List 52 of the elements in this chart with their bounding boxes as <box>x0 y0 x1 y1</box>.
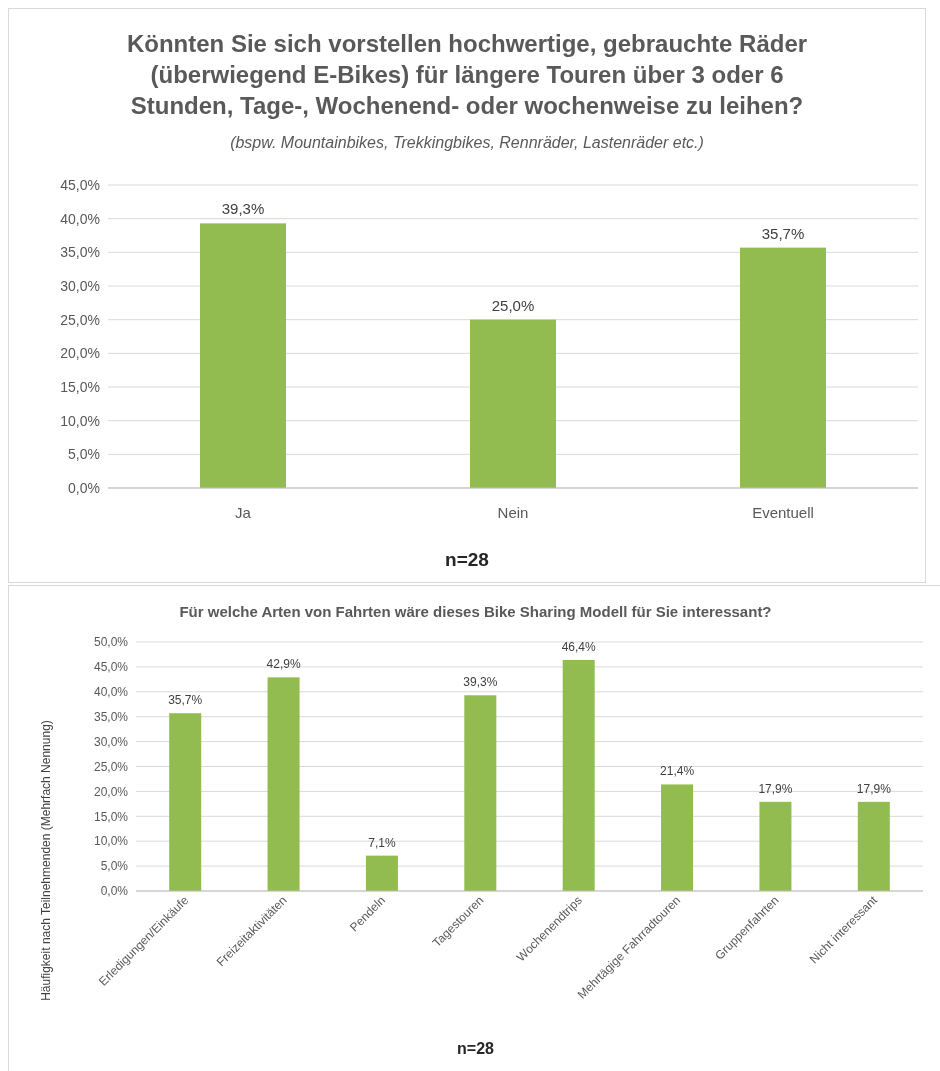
y-tick-label: 50,0% <box>93 635 129 650</box>
y-tick-label: 35,0% <box>93 709 129 724</box>
bar <box>200 223 286 488</box>
y-tick-label: 10,0% <box>93 834 129 849</box>
data-label: 35,7% <box>761 224 805 242</box>
x-tick-label: Nein <box>497 504 529 521</box>
data-label: 17,9% <box>758 781 793 796</box>
y-tick-label: 20,0% <box>93 784 129 799</box>
chart-title: Für welche Arten von Fahrten wäre dieses Bike Sharing Modell für Sie interessant? <box>179 603 772 620</box>
y-tick-label: 40,0% <box>60 210 100 227</box>
y-tick-label: 25,0% <box>93 759 129 774</box>
bar <box>661 784 694 891</box>
y-tick-label: 35,0% <box>60 244 100 261</box>
data-label: 42,9% <box>266 657 301 672</box>
data-label: 7,1% <box>368 835 396 850</box>
bar <box>365 855 398 891</box>
x-tick-label: Eventuell <box>752 504 814 521</box>
data-label: 39,3% <box>463 675 498 690</box>
y-tick-label: 15,0% <box>93 809 129 824</box>
data-label: 35,7% <box>168 693 203 708</box>
y-tick-label: 5,0% <box>100 859 129 874</box>
bar <box>857 801 890 891</box>
y-tick-label: 45,0% <box>93 660 129 675</box>
y-tick-label: 5,0% <box>68 446 100 463</box>
x-tick-label: Ja <box>235 504 252 521</box>
y-tick-label: 45,0% <box>60 176 100 193</box>
data-label: 17,9% <box>856 781 892 796</box>
bar <box>562 659 595 891</box>
y-tick-label: 20,0% <box>60 345 100 362</box>
y-tick-label: 25,0% <box>60 311 100 328</box>
data-label: 21,4% <box>660 764 695 779</box>
data-label: 25,0% <box>491 296 535 314</box>
y-tick-label: 30,0% <box>93 734 129 749</box>
bar <box>464 695 497 891</box>
data-label: 39,3% <box>221 200 265 218</box>
chart-subtitle: (bspw. Mountainbikes, Trekkingbikes, Rennräder, Lastenräder etc.) <box>230 134 704 151</box>
y-tick-label: 15,0% <box>60 378 100 395</box>
bar <box>759 801 792 891</box>
chart-title: Könnten Sie sich vorstellen hochwertige, gebrauchte Räder (überwiegend E-Bikes) für längere Touren über 3 oder 6 Stunden, Tage-, Wochenend- oder wochenweise zu leihen? <box>126 30 808 119</box>
bar <box>470 319 556 488</box>
y-tick-label: 40,0% <box>93 685 129 699</box>
bar <box>740 247 826 488</box>
bar <box>169 713 202 891</box>
y-tick-label: 30,0% <box>60 277 100 294</box>
bar <box>267 677 300 891</box>
text: n=28 <box>445 549 489 570</box>
text: n=28 <box>457 1040 495 1057</box>
y-tick-label: 10,0% <box>60 412 100 429</box>
y-tick-label: 0,0% <box>68 479 100 496</box>
y-tick-label: 0,0% <box>100 884 129 899</box>
data-label: 46,4% <box>561 639 597 654</box>
y-axis-title: Häufigkeit nach Teilnehmenden (Mehrfach Nennung) <box>39 720 53 1001</box>
